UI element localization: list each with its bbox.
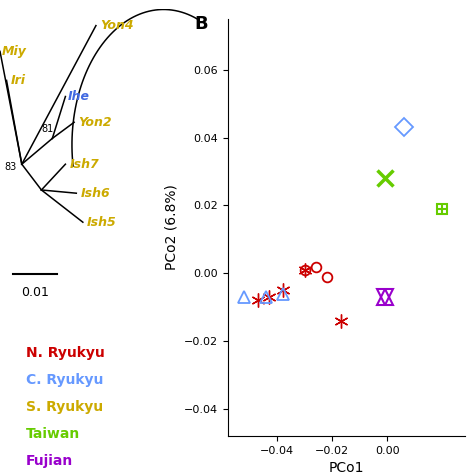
Text: C. Ryukyu: C. Ryukyu [26, 373, 103, 387]
Text: B: B [194, 15, 208, 33]
Text: Miy: Miy [2, 45, 27, 58]
Text: S. Ryukyu: S. Ryukyu [26, 400, 103, 414]
Text: Taiwan: Taiwan [26, 427, 81, 441]
Text: Yon4: Yon4 [100, 19, 134, 32]
Text: Fujian: Fujian [26, 454, 73, 468]
Text: N. Ryukyu: N. Ryukyu [26, 346, 105, 360]
X-axis label: PCo1: PCo1 [328, 461, 364, 474]
Y-axis label: PCo2 (6.8%): PCo2 (6.8%) [164, 184, 178, 271]
Text: Ish6: Ish6 [81, 187, 110, 200]
Text: Iri: Iri [11, 74, 26, 87]
Text: 81: 81 [41, 124, 54, 134]
Text: Ish5: Ish5 [87, 216, 117, 229]
Text: 83: 83 [4, 163, 17, 173]
Text: 0.01: 0.01 [21, 286, 49, 300]
Text: Ihe: Ihe [68, 90, 90, 103]
Text: Yon2: Yon2 [79, 116, 112, 129]
Text: Ish7: Ish7 [70, 158, 100, 171]
